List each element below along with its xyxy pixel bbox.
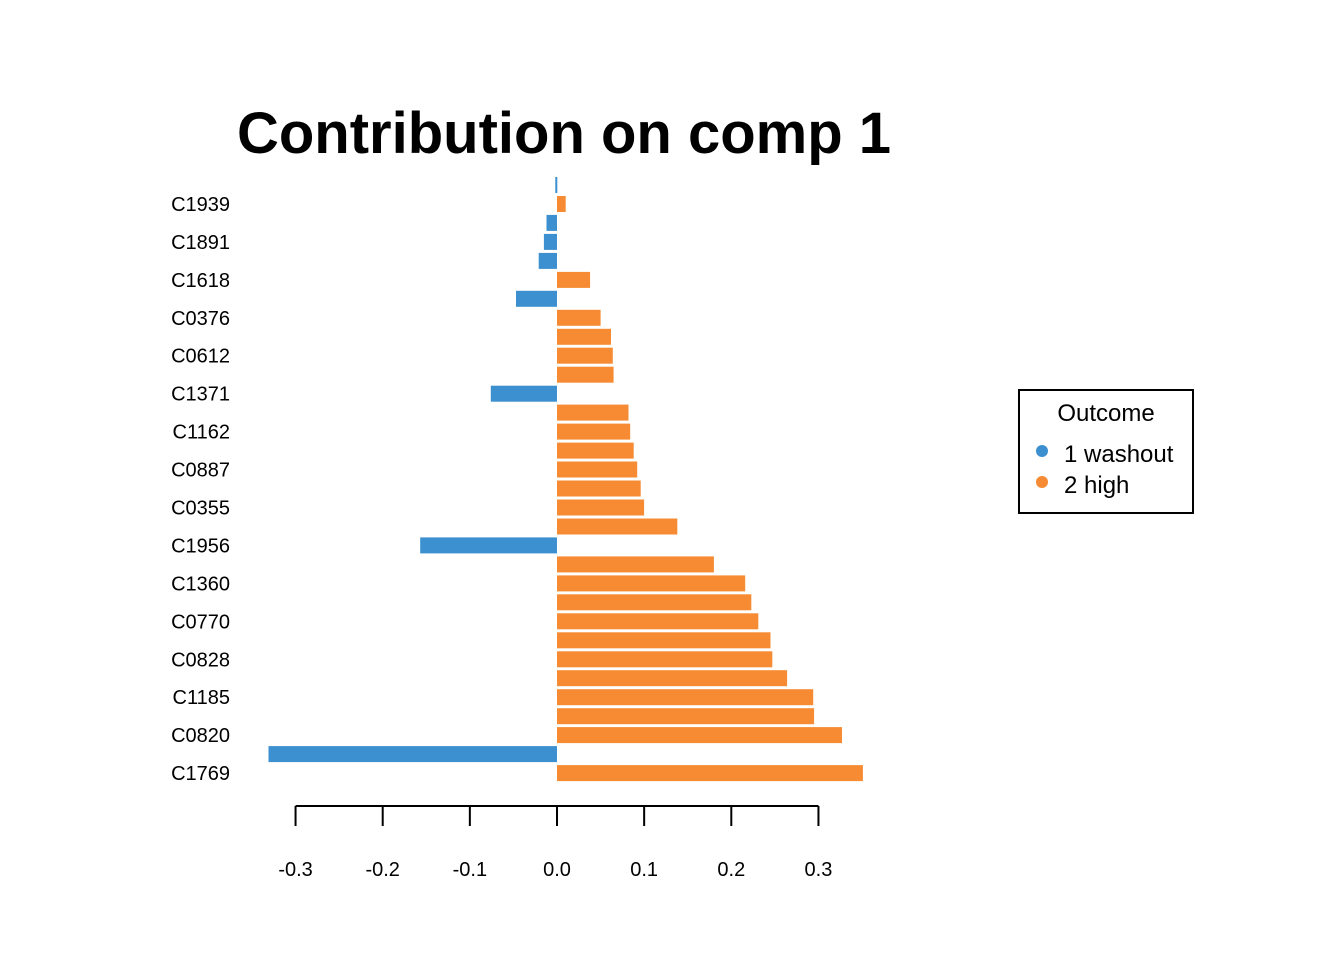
legend-marker-high bbox=[1036, 476, 1048, 488]
category-label: C0355 bbox=[171, 498, 230, 520]
legend-label-washout: 1 washout bbox=[1064, 441, 1174, 468]
bar-16 bbox=[557, 461, 638, 478]
legend-box bbox=[1018, 389, 1194, 514]
category-label: C1360 bbox=[171, 573, 230, 595]
bar-31 bbox=[268, 746, 557, 763]
legend-title: Outcome bbox=[1057, 400, 1154, 427]
legend-label-high: 2 high bbox=[1064, 472, 1129, 499]
category-label: C0376 bbox=[171, 308, 230, 330]
bar-27 bbox=[557, 670, 788, 687]
bar-4 bbox=[543, 233, 557, 250]
bar-13 bbox=[557, 404, 629, 421]
bar-20 bbox=[420, 537, 557, 554]
chart-title: Contribution on comp 1 bbox=[237, 101, 891, 166]
category-label: C0820 bbox=[171, 725, 230, 747]
bar-6 bbox=[557, 271, 591, 288]
bars-group bbox=[268, 177, 863, 782]
bar-24 bbox=[557, 613, 759, 630]
category-label: C1618 bbox=[171, 270, 230, 292]
category-label: C0770 bbox=[171, 611, 230, 633]
bar-3 bbox=[546, 214, 557, 231]
bar-22 bbox=[557, 575, 746, 592]
bar-8 bbox=[557, 309, 601, 326]
legend: Outcome 1 washout 2 high bbox=[1018, 389, 1194, 514]
legend-marker-washout bbox=[1036, 445, 1048, 457]
x-tick-label: 0.0 bbox=[543, 859, 571, 881]
bar-1 bbox=[555, 177, 558, 193]
bar-18 bbox=[557, 499, 645, 516]
category-label: C1162 bbox=[173, 422, 230, 444]
bar-14 bbox=[557, 423, 631, 440]
category-label: C1371 bbox=[171, 384, 230, 406]
category-label: C0828 bbox=[171, 649, 230, 671]
category-label: C1185 bbox=[173, 687, 230, 709]
bar-19 bbox=[557, 518, 678, 535]
category-label: C1939 bbox=[171, 194, 230, 216]
category-label: C0887 bbox=[171, 460, 230, 482]
x-tick-label: 0.1 bbox=[630, 859, 658, 881]
bar-21 bbox=[557, 556, 714, 573]
category-labels-group: C1939 C1891 C1618 C0376 C0612 C1371 C1162 C0887… bbox=[171, 194, 230, 785]
bar-26 bbox=[557, 651, 773, 668]
bar-25 bbox=[557, 632, 771, 649]
category-label: C1891 bbox=[171, 232, 230, 254]
x-tick-label: -0.1 bbox=[453, 859, 487, 881]
x-axis: -0.3 -0.2 -0.1 0.0 0.1 0.2 0.3 bbox=[278, 805, 833, 881]
bar-28 bbox=[557, 689, 814, 706]
bar-32 bbox=[557, 765, 863, 782]
x-tick-label: -0.2 bbox=[365, 859, 399, 881]
category-label: C1769 bbox=[171, 763, 230, 785]
bar-2 bbox=[557, 196, 566, 212]
bar-23 bbox=[557, 594, 752, 611]
bar-11 bbox=[557, 366, 614, 383]
bar-29 bbox=[557, 708, 815, 725]
x-tick-label: -0.3 bbox=[278, 859, 312, 881]
bar-12 bbox=[490, 385, 557, 402]
category-label: C1956 bbox=[171, 535, 230, 557]
bar-30 bbox=[557, 727, 842, 744]
bar-9 bbox=[557, 328, 611, 345]
bar-17 bbox=[557, 480, 641, 497]
x-tick-label: 0.3 bbox=[805, 859, 833, 881]
bar-15 bbox=[557, 442, 634, 459]
bar-10 bbox=[557, 347, 613, 364]
bar-7 bbox=[516, 290, 557, 307]
category-label: C0612 bbox=[171, 346, 230, 368]
x-tick-label: 0.2 bbox=[717, 859, 745, 881]
bar-5 bbox=[538, 252, 557, 269]
